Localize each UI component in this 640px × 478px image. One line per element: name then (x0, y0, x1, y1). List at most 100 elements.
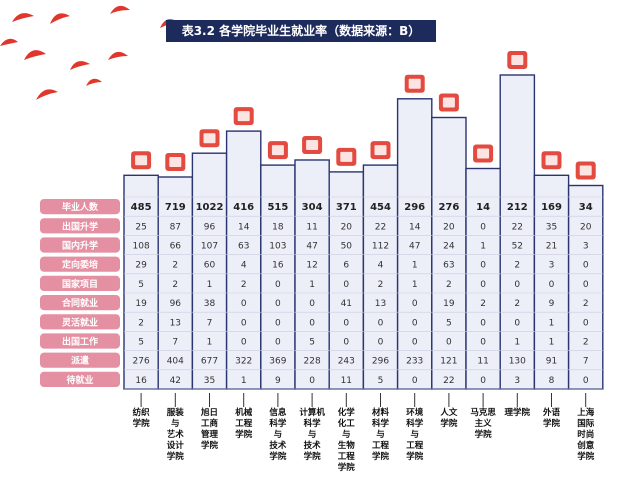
factory-icon (404, 74, 425, 93)
table-cell-value: 296 (372, 357, 389, 367)
table-cell-value: 2 (241, 280, 247, 290)
row-label: 灵活就业 (61, 316, 98, 328)
table-cell-value: 103 (269, 242, 286, 252)
table-cell-value: 0 (480, 376, 486, 386)
college-name: 环境科学与工程学院 (406, 407, 424, 462)
table-cell-value: 2 (514, 261, 520, 271)
college-name: 上海国际时尚创意学院 (576, 407, 595, 462)
table-cell-value: 5 (138, 338, 144, 348)
table-cell-value: 1 (241, 376, 247, 386)
table-cell-value: 96 (170, 299, 182, 309)
table-cell-value: 243 (338, 357, 355, 367)
table-cell-value: 1 (514, 338, 520, 348)
college-column (465, 167, 501, 390)
college-column (191, 152, 228, 390)
table-cell-value: 515 (267, 202, 288, 213)
row-label: 派遣 (71, 355, 89, 367)
table-cell-value: 276 (133, 357, 150, 367)
college-column (431, 116, 467, 390)
table-cell-value: 6 (343, 261, 349, 271)
college-name: 旭日工商管理学院 (200, 407, 219, 451)
table-cell-value: 29 (135, 261, 147, 271)
table-cell-value: 34 (579, 202, 593, 213)
table-cell-value: 3 (583, 242, 589, 252)
college-column (225, 130, 262, 390)
college-column (260, 164, 296, 390)
table-cell-value: 5 (446, 318, 452, 328)
table-cell-value: 3 (514, 376, 520, 386)
table-cell-value: 2 (583, 299, 589, 309)
table-cell-value: 1 (480, 242, 486, 252)
chart-title: 表3.2 各学院毕业生就业率（数据来源：B） (166, 20, 436, 42)
row-label: 出国工作 (62, 336, 98, 348)
table-cell-value: 677 (201, 357, 218, 367)
table-cell-value: 304 (302, 202, 323, 213)
table-cell-value: 19 (135, 299, 147, 309)
table-cell-value: 1 (309, 280, 315, 290)
table-cell-value: 169 (541, 202, 562, 213)
table-cell-value: 296 (404, 202, 425, 213)
table-cell-value: 0 (412, 318, 418, 328)
table-cell-value: 121 (440, 357, 457, 367)
college-column (328, 171, 365, 390)
row-label: 定向委培 (61, 259, 98, 271)
table-cell-value: 14 (238, 222, 250, 232)
college-name: 理学院 (505, 407, 531, 418)
table-cell-value: 13 (375, 299, 386, 309)
paint-roller-icon (131, 151, 152, 170)
tools-icon (233, 107, 254, 126)
table-cell-value: 1 (207, 280, 213, 290)
temple-icon (438, 93, 459, 112)
college-name: 服装与艺术设计学院 (167, 407, 185, 462)
table-cell-value: 485 (131, 202, 152, 213)
atom-icon (507, 51, 528, 69)
row-label-box (40, 275, 120, 291)
row-label-box (40, 314, 120, 330)
table-cell-value: 7 (172, 338, 178, 348)
college-name: 外语学院 (542, 407, 561, 429)
table-cell-value: 50 (341, 242, 353, 252)
table-cell-value: 4 (241, 261, 247, 271)
college-column (362, 164, 399, 390)
row-label-box (40, 199, 120, 215)
table-cell-value: 35 (204, 376, 215, 386)
table-cell-value: 9 (549, 299, 555, 309)
row-label: 国家项目 (62, 278, 98, 290)
table-cell-value: 25 (135, 222, 146, 232)
table-cell-value: 20 (580, 222, 592, 232)
table-cell-value: 0 (378, 338, 384, 348)
college-column (294, 159, 330, 390)
table-cell-value: 2 (378, 280, 384, 290)
table-cell-value: 47 (409, 242, 420, 252)
table-cell-value: 42 (170, 376, 181, 386)
row-label-box (40, 333, 120, 349)
table-cell-value: 47 (306, 242, 317, 252)
row-label: 出国升学 (62, 220, 98, 232)
row-label: 合同就业 (62, 297, 98, 309)
table-cell-value: 21 (546, 242, 557, 252)
table-cell-value: 35 (546, 222, 557, 232)
table-cell-value: 0 (514, 318, 520, 328)
college-name: 机械工程学院 (235, 407, 253, 440)
row-label-box (40, 352, 120, 368)
table-cell-value: 369 (269, 357, 286, 367)
table-cell-value: 0 (343, 280, 349, 290)
lightbulb-icon (575, 161, 596, 180)
table-cell-value: 0 (549, 280, 555, 290)
table-cell-value: 212 (507, 202, 528, 213)
table-cell-value: 0 (583, 261, 589, 271)
open-book-icon (473, 144, 494, 163)
monitor-icon (302, 136, 323, 154)
table-cell-value: 112 (372, 242, 389, 252)
table-cell-value: 416 (233, 202, 254, 213)
table-cell-value: 1 (412, 261, 418, 271)
table-cell-value: 12 (306, 261, 317, 271)
table-cell-value: 20 (443, 222, 455, 232)
table-cell-value: 371 (336, 202, 357, 213)
table-cell-value: 2 (480, 299, 486, 309)
table-cell-value: 11 (477, 357, 488, 367)
table-cell-value: 1 (412, 280, 418, 290)
table-cell-value: 60 (204, 261, 216, 271)
table-cell-value: 0 (480, 338, 486, 348)
